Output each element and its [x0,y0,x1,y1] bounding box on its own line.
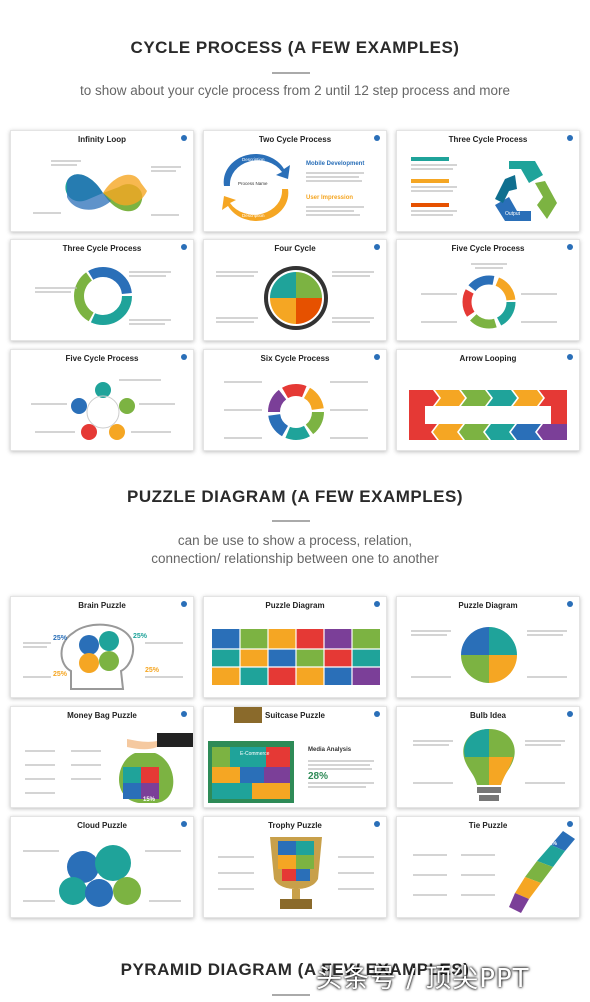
card-five-cycle-process-2[interactable]: Five Cycle Process [10,349,194,451]
info-dot-icon [181,135,187,141]
card-puzzle-diagram[interactable]: Puzzle Diagram [203,596,387,698]
card-title: Six Cycle Process [260,354,330,363]
card-trophy-puzzle[interactable]: Trophy Puzzle [203,816,387,918]
card-title: Money Bag Puzzle [67,711,137,720]
card-bulb-idea[interactable]: Bulb Idea [396,706,580,808]
suitcase-pct: 28% [308,771,329,782]
info-dot-icon [374,821,380,827]
info-dot-icon [567,244,573,250]
brain-pct-3: 25% [53,671,68,678]
card-title: Arrow Looping [459,354,517,363]
cloud-puzzle-diagram [23,845,181,907]
card-title: Puzzle Diagram [265,601,325,610]
brain-puzzle-diagram [23,623,183,690]
card-three-cycle-process-2[interactable]: Three Cycle Process [10,239,194,341]
card-five-cycle-process[interactable]: Five Cycle Process [396,239,580,341]
card-tie-puzzle[interactable]: Tie Puzzle 15% [396,816,580,918]
info-dot-icon [567,601,573,607]
suitcase-diagram [208,707,374,803]
arrow-looping-diagram [409,390,567,440]
brain-pct-4: 25% [145,667,160,674]
three-cycle-arrows-diagram [411,157,557,221]
five-cycle-circles-diagram [31,379,175,440]
media-analysis-heading: Media Analysis [308,747,352,753]
brain-pct-1: 25% [53,635,68,642]
info-dot-icon [374,244,380,250]
card-infinity-loop[interactable]: Infinity Loop [10,130,194,232]
ecommerce-label: E-Commerce [240,751,270,757]
brain-pct-2: 25% [133,633,148,640]
card-arrow-looping[interactable]: Arrow Looping [396,349,580,451]
card-puzzle-diagram-2[interactable]: Puzzle Diagram [396,596,580,698]
card-title: Tie Puzzle [468,821,508,830]
tie-puzzle-diagram [413,831,575,913]
bulb-idea-diagram [413,729,565,801]
card-title: Trophy Puzzle [268,821,322,830]
puzzle-grid-diagram [212,629,380,685]
card-brain-puzzle[interactable]: Brain Puzzle 25% 25% 25% 25% [10,596,194,698]
card-title: Three Cycle Process [62,244,142,253]
money-bag-pct: 15% [143,797,156,803]
puzzle-circle-diagram [411,627,567,683]
card-title: Cloud Puzzle [77,821,127,830]
info-dot-icon [181,354,187,360]
pyramid-section-title: PYRAMID DIAGRAM (A FEW EXAMPLES) [120,960,470,979]
card-title: Puzzle Diagram [458,601,518,610]
info-dot-icon [567,711,573,717]
two-cycle-diagram [222,154,364,221]
trophy-diagram [218,837,374,909]
card-title: Brain Puzzle [78,601,126,610]
info-dot-icon [567,135,573,141]
user-impression-heading: User Impression [306,195,354,201]
info-dot-icon [374,354,380,360]
tie-pct: 15% [547,841,558,847]
section-divider [272,520,310,522]
watermark-text: 头条号 / 顶尖PPT [316,964,530,994]
info-dot-icon [181,711,187,717]
card-title: Infinity Loop [78,135,126,144]
card-title: Two Cycle Process [258,135,332,144]
cycle-section-subtitle: to show about your cycle process from 2 … [80,83,510,98]
info-dot-icon [374,711,380,717]
six-cycle-diagram [224,381,368,440]
money-bag-diagram [25,733,193,803]
card-title: Bulb Idea [469,711,506,720]
card-money-bag-puzzle[interactable]: Money Bag Puzzle 15% [10,706,194,808]
info-dot-icon [567,354,573,360]
info-dot-icon [181,821,187,827]
card-suitcase-puzzle[interactable]: Suitcase Puzzle E-Commerce Media Analysi… [203,706,387,808]
card-four-cycle[interactable]: Four Cycle [203,239,387,341]
section-divider [272,72,310,74]
infinity-loop-diagram [33,160,181,216]
output-label: Output [505,211,521,217]
info-dot-icon [567,821,573,827]
card-title: Five Cycle Process [65,354,139,363]
info-dot-icon [374,135,380,141]
description-bottom-label: Description [242,213,265,218]
info-dot-icon [181,601,187,607]
info-dot-icon [181,244,187,250]
card-cloud-puzzle[interactable]: Cloud Puzzle [10,816,194,918]
four-cycle-diagram [216,266,374,330]
mobile-dev-heading: Mobile Development [306,161,365,167]
cycle-section-title: CYCLE PROCESS (A FEW EXAMPLES) [130,38,460,57]
card-title: Three Cycle Process [448,135,528,144]
three-cycle-ring-diagram [35,267,171,325]
card-title: Suitcase Puzzle [264,711,326,720]
card-three-cycle-process[interactable]: Three Cycle Process Output [396,130,580,232]
card-six-cycle-process[interactable]: Six Cycle Process [203,349,387,451]
puzzle-section-subtitle-line2: connection/ relationship between one to … [151,551,439,566]
five-cycle-arrows-diagram [421,263,557,329]
process-name-label: Process Name [238,181,268,186]
info-dot-icon [374,601,380,607]
description-top-label: Description [242,157,265,162]
card-title: Four Cycle [274,244,316,253]
section-divider [272,994,310,996]
puzzle-section-subtitle-line1: can be use to show a process, relation, [177,533,413,548]
puzzle-section-title: PUZZLE DIAGRAM (A FEW EXAMPLES) [127,487,463,506]
card-title: Five Cycle Process [451,244,525,253]
card-two-cycle-process[interactable]: Two Cycle Process Process Name Descripti… [203,130,387,232]
